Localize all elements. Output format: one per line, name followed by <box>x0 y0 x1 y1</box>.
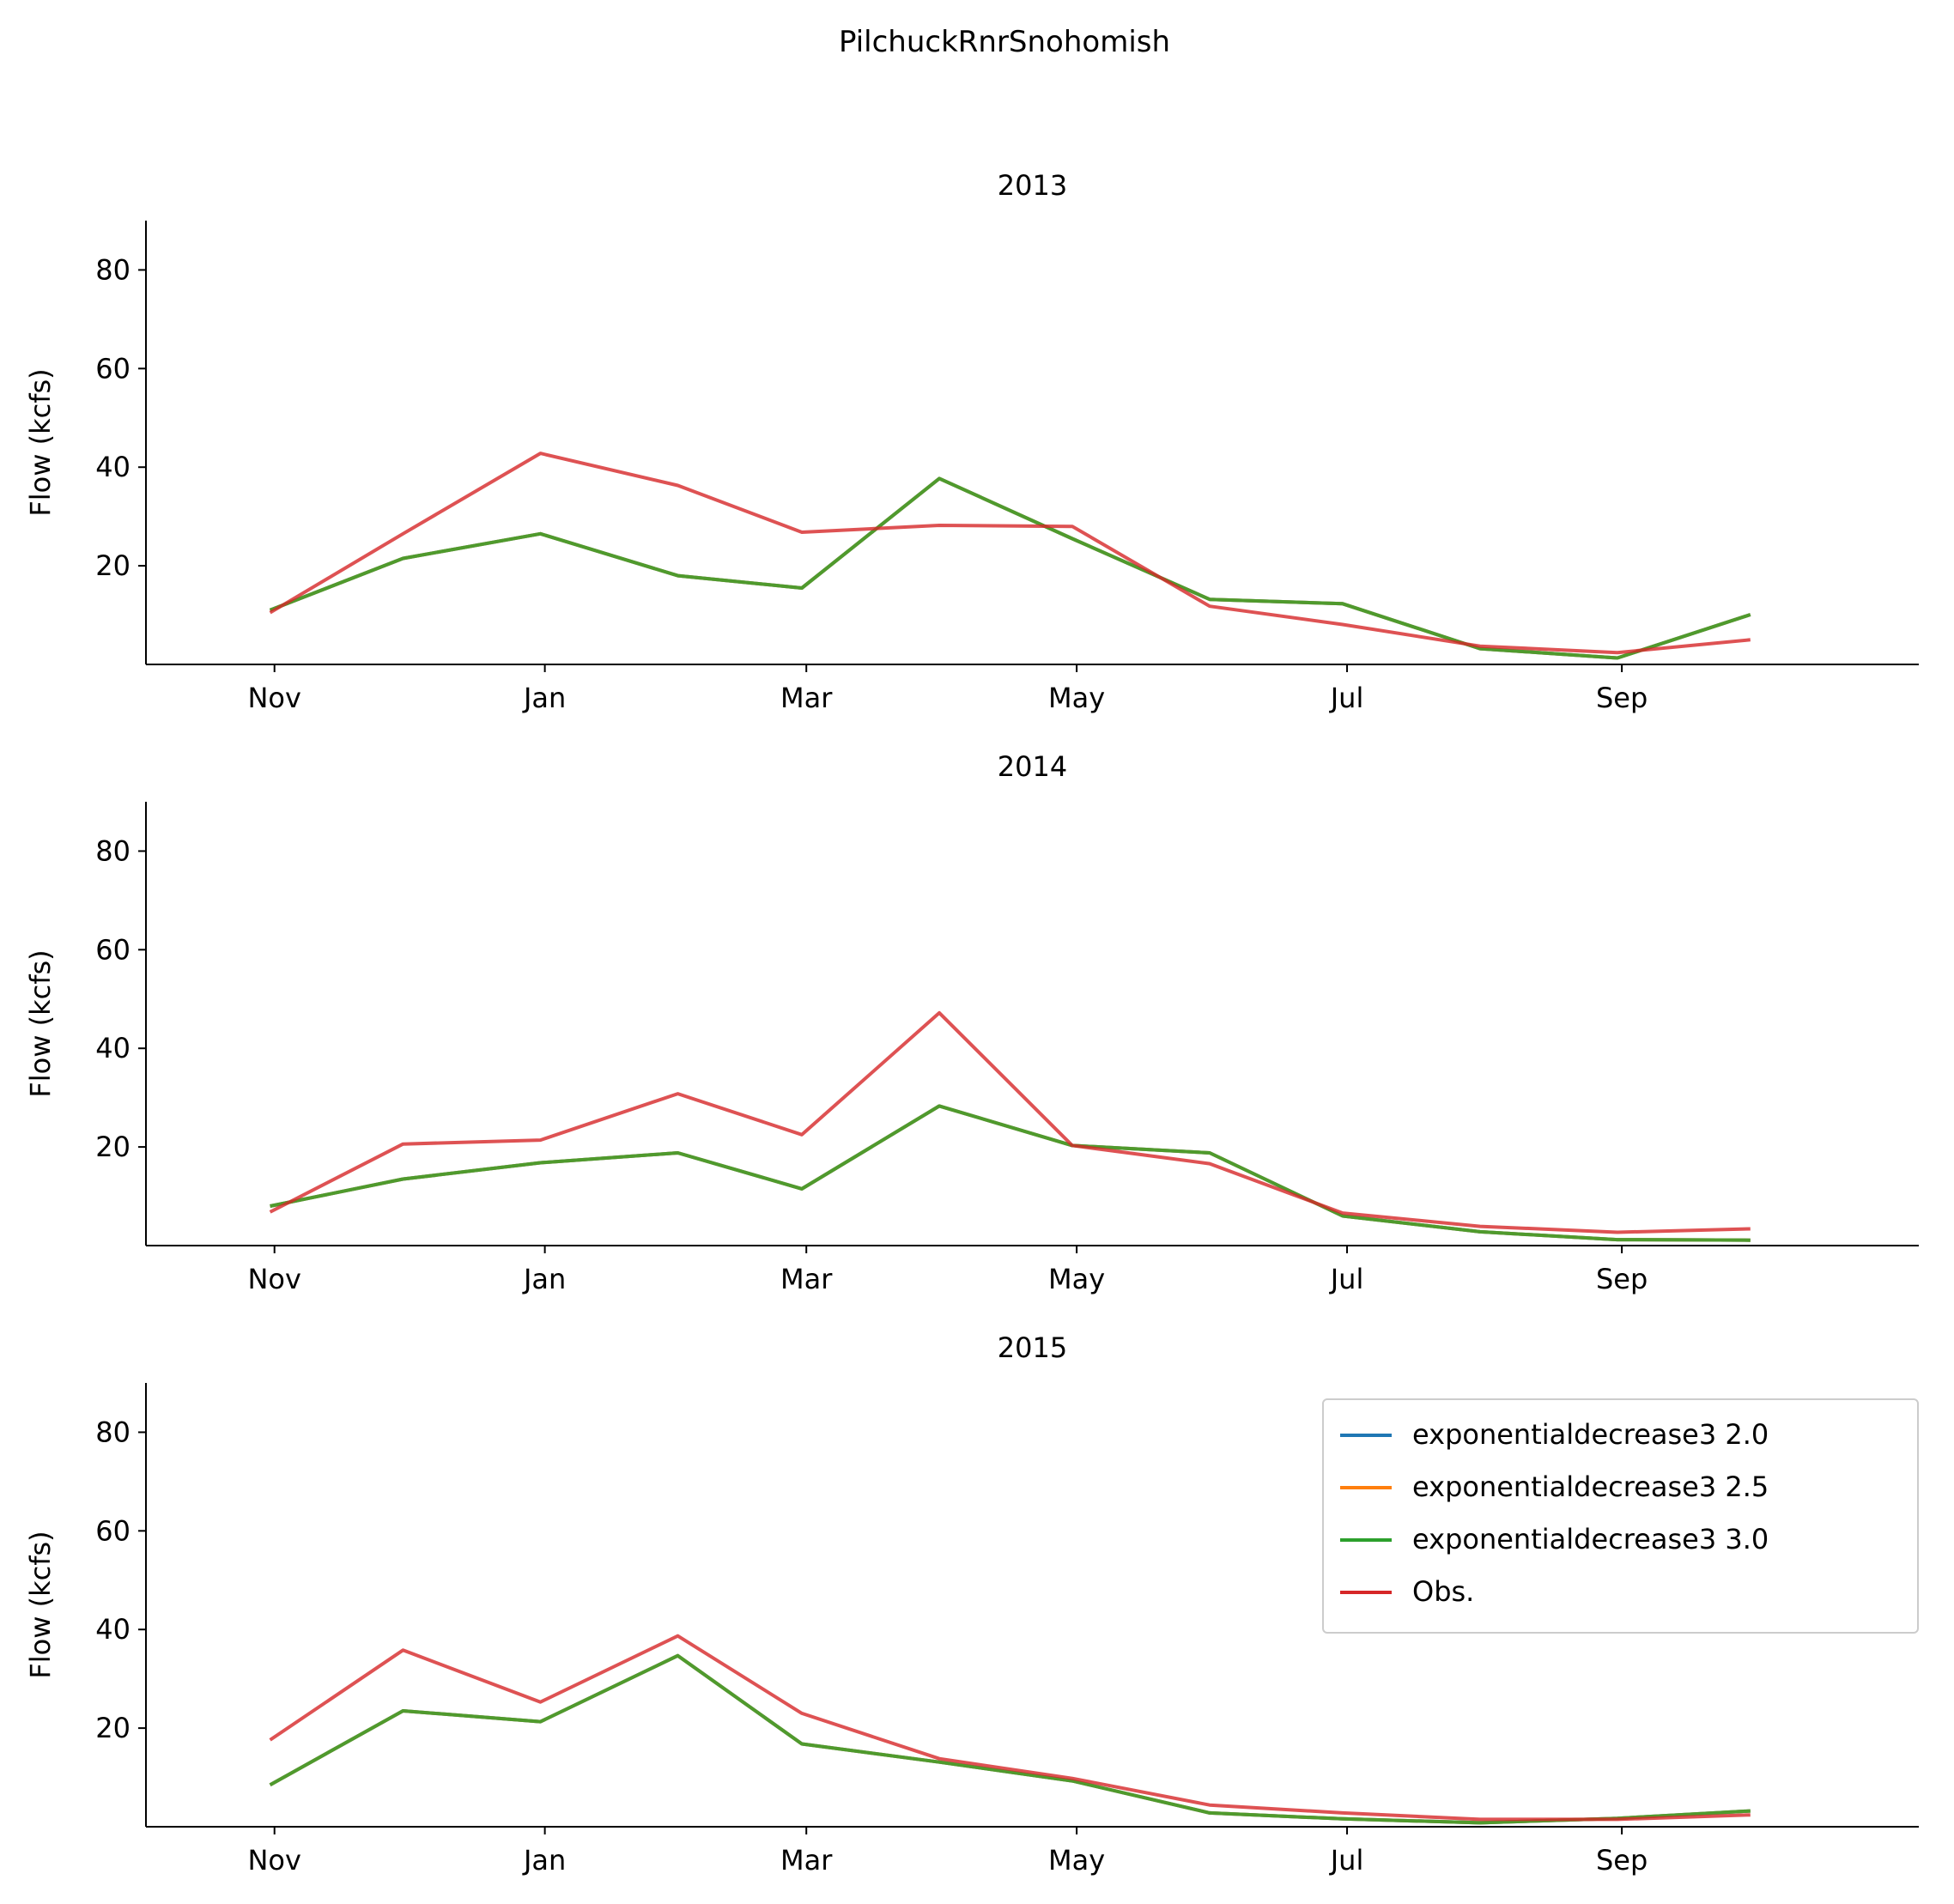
x-tick-label: Mar <box>780 1263 833 1295</box>
series-line-exponentialdecrease3-3-0 <box>269 476 1751 660</box>
x-tick-label: Jan <box>522 1263 566 1295</box>
y-tick-label: 80 <box>95 253 130 286</box>
series-line-exponentialdecrease3-3-0 <box>270 1104 1751 1242</box>
subplots: 2013 20 40 60 80 Flow (kcfs) Nov Jan Mar May Jul Se… <box>24 169 1919 1877</box>
x-tick-label: May <box>1048 682 1105 714</box>
legend-label-exponentialdecrease3-3-0: exponentialdecrease3 3.0 <box>1412 1523 1769 1555</box>
x-tick-label: May <box>1048 1844 1105 1877</box>
legend-label-exponentialdecrease3-2-0: exponentialdecrease3 2.0 <box>1412 1418 1769 1451</box>
x-tick-label: Mar <box>780 682 833 714</box>
legend-label-exponentialdecrease3-2-5: exponentialdecrease3 2.5 <box>1412 1470 1769 1503</box>
series-line-obs <box>269 1634 1751 1822</box>
x-tick-label: Nov <box>247 1263 300 1295</box>
x-tick-label: Jan <box>522 682 566 714</box>
x-tick-label: Sep <box>1596 682 1648 714</box>
y-tick-label: 80 <box>95 834 130 867</box>
y-tick-label: 60 <box>95 1514 130 1547</box>
subplot-2013: 2013 20 40 60 80 Flow (kcfs) Nov Jan Mar May Jul Se… <box>24 169 1919 714</box>
x-tick-label: Nov <box>247 1844 300 1877</box>
y-tick-label: 40 <box>95 1032 130 1064</box>
x-tick-label: Jul <box>1329 1844 1364 1877</box>
y-axis-label: Flow (kcfs) <box>24 949 57 1097</box>
x-tick-label: Sep <box>1596 1263 1648 1295</box>
series-line-obs <box>269 1010 1751 1234</box>
y-axis-label: Flow (kcfs) <box>24 1531 57 1678</box>
y-tick-label: 60 <box>95 352 130 385</box>
series-line-exponentialdecrease3-3-0 <box>269 1653 1751 1825</box>
legend: exponentialdecrease3 2.0 exponentialdecre… <box>1322 1398 1919 1634</box>
x-tick-label: Nov <box>247 682 300 714</box>
x-tick-label: Jan <box>522 1844 566 1877</box>
x-tick-label: Jul <box>1329 682 1364 714</box>
figure-title: PilchuckRnrSnohomish <box>839 25 1170 59</box>
x-tick-label: Mar <box>780 1844 833 1877</box>
legend-label-obs: Obs. <box>1412 1575 1474 1608</box>
y-tick-label: 40 <box>95 1613 130 1646</box>
x-tick-label: Sep <box>1596 1844 1648 1877</box>
y-tick-label: 40 <box>95 451 130 483</box>
y-axis-label: Flow (kcfs) <box>24 368 57 516</box>
subplot-title: 2015 <box>998 1331 1067 1364</box>
subplot-title: 2013 <box>998 169 1067 202</box>
x-tick-label: May <box>1048 1263 1105 1295</box>
y-tick-label: 20 <box>95 1131 130 1163</box>
y-tick-label: 20 <box>95 549 130 582</box>
subplot-2015: 2015 20 40 60 80 Flow (kcfs) Nov Jan Mar May Jul Se… <box>24 1331 1919 1877</box>
y-tick-label: 20 <box>95 1712 130 1744</box>
series-line-obs <box>269 452 1751 655</box>
subplot-2014: 2014 20 40 60 80 Flow (kcfs) Nov Jan Mar May Jul Se… <box>24 750 1919 1295</box>
legend-frame <box>1322 1398 1919 1634</box>
subplot-title: 2014 <box>998 750 1067 783</box>
y-tick-label: 60 <box>95 933 130 966</box>
x-tick-label: Jul <box>1329 1263 1364 1295</box>
y-tick-label: 80 <box>95 1416 130 1448</box>
